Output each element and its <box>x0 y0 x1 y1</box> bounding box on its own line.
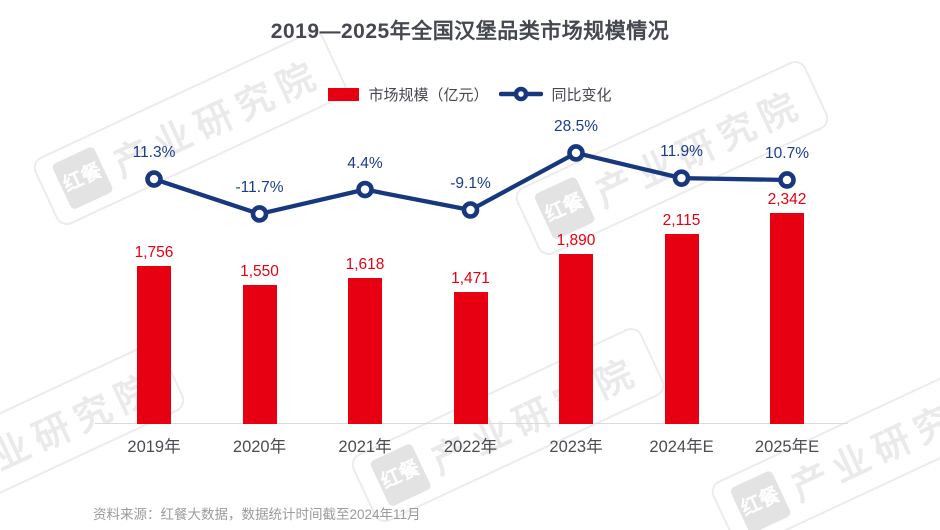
yoy-value-label: -9.1% <box>450 175 491 192</box>
x-axis-label: 2024年E <box>649 438 714 456</box>
yoy-value-label: 10.7% <box>765 144 809 162</box>
x-axis-label: 2023年 <box>549 438 603 456</box>
yoy-value-label: 28.5% <box>554 117 598 135</box>
bar <box>664 233 699 424</box>
source-note: 资料来源：红餐大数据，数据统计时间截至2024年11月 <box>93 507 421 522</box>
yoy-marker <box>145 170 163 188</box>
yoy-marker <box>567 144 585 162</box>
yoy-marker <box>672 169 691 187</box>
x-axis-label: 2019年 <box>127 438 181 456</box>
yoy-value-label: 11.9% <box>660 143 703 161</box>
bar-value-label: 1,890 <box>556 231 596 249</box>
chart-legend: 市场规模（亿元） 同比变化 <box>0 84 940 104</box>
page-title: 2019—2025年全国汉堡品类市场规模情况 <box>270 20 670 43</box>
x-axis-label: 2020年 <box>232 438 287 456</box>
legend-bar-swatch <box>328 87 360 101</box>
bar <box>137 265 171 424</box>
yoy-marker <box>778 171 796 189</box>
bar-value-label: 1,550 <box>240 262 279 280</box>
legend-item-label: 同比变化 <box>551 86 612 104</box>
legend-item-yoy: 同比变化 <box>498 84 612 105</box>
yoy-marker <box>356 180 374 199</box>
yoy-value-label: -11.7% <box>235 178 284 196</box>
bar <box>453 291 488 424</box>
legend-line-marker-icon <box>498 86 543 102</box>
yoy-marker <box>461 201 480 219</box>
bar-value-label: 1,471 <box>451 269 490 287</box>
bar-value-label: 1,618 <box>345 256 385 274</box>
bar <box>559 253 593 424</box>
bar-value-label: 1,756 <box>134 243 174 261</box>
x-axis-label: 2022年 <box>443 438 498 456</box>
x-axis-label: 2025年E <box>754 438 820 456</box>
yoy-marker <box>250 205 269 223</box>
bar-value-label: 2,115 <box>662 211 701 229</box>
bar <box>242 284 277 424</box>
x-axis-label: 2021年 <box>338 438 392 456</box>
bar <box>348 278 382 424</box>
yoy-value-label: 4.4% <box>347 154 383 172</box>
legend-item-market-size: 市场规模（亿元） <box>328 84 489 105</box>
yoy-value-label: 11.3% <box>132 144 176 162</box>
bar <box>770 213 804 424</box>
legend-item-label: 市场规模（亿元） <box>368 86 489 104</box>
bar-value-label: 2,342 <box>767 191 807 209</box>
